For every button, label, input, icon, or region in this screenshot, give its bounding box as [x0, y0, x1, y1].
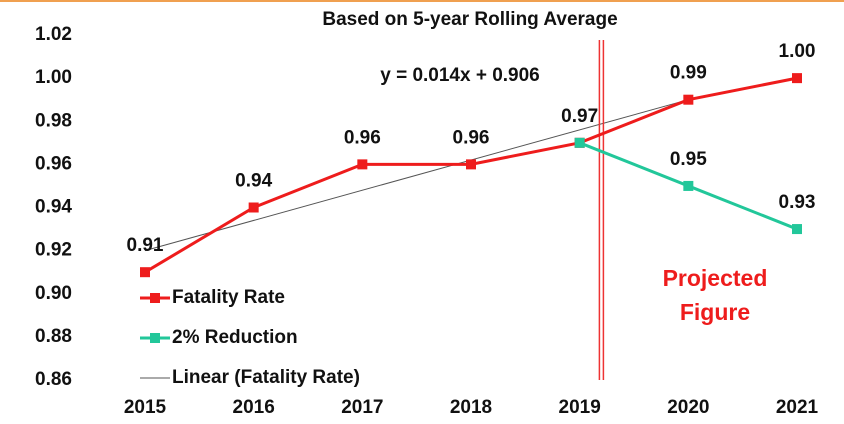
data-label: 0.99: [670, 63, 707, 84]
data-label: 0.97: [561, 106, 598, 127]
x-tick-label: 2016: [233, 397, 275, 418]
marker: [683, 94, 694, 105]
marker: [248, 202, 259, 213]
x-tick-label: 2019: [559, 397, 601, 418]
y-tick-label: 0.88: [35, 326, 72, 347]
data-label: 0.95: [670, 149, 707, 170]
data-label: 0.96: [344, 127, 381, 148]
data-label: 0.93: [779, 192, 816, 213]
legend-label: Linear (Fatality Rate): [172, 367, 360, 388]
annotation: Figure: [680, 299, 750, 325]
x-tick-label: 2020: [667, 397, 709, 418]
y-tick-label: 0.86: [35, 369, 72, 390]
marker: [792, 224, 802, 235]
marker: [792, 73, 802, 84]
data-label: 0.96: [453, 127, 490, 148]
y-tick-label: 0.92: [35, 240, 72, 261]
data-label: 0.94: [235, 171, 272, 192]
y-tick-label: 1.02: [35, 24, 72, 45]
trend-equation: y = 0.014x + 0.906: [380, 65, 540, 86]
legend-label: 2% Reduction: [172, 327, 298, 348]
data-label: 1.00: [779, 41, 816, 62]
x-tick-label: 2015: [124, 397, 167, 418]
legend-marker: [150, 293, 160, 303]
x-tick-label: 2018: [450, 397, 492, 418]
marker: [466, 159, 476, 170]
y-tick-label: 1.00: [35, 67, 72, 88]
marker: [574, 137, 585, 148]
marker: [683, 180, 694, 191]
marker: [140, 267, 150, 278]
annotation: Projected: [663, 265, 768, 291]
marker: [357, 159, 368, 170]
y-tick-label: 0.98: [35, 110, 72, 131]
x-tick-label: 2017: [341, 397, 383, 418]
legend-label: Fatality Rate: [172, 287, 285, 308]
legend-marker: [150, 333, 160, 343]
y-tick-label: 0.96: [35, 153, 72, 174]
data-label: 0.91: [127, 235, 164, 256]
chart-title: Based on 5-year Rolling Average: [322, 9, 617, 30]
y-tick-label: 0.90: [35, 283, 72, 304]
x-tick-label: 2021: [776, 397, 819, 418]
y-tick-label: 0.94: [35, 197, 72, 218]
trendline: [144, 99, 689, 252]
